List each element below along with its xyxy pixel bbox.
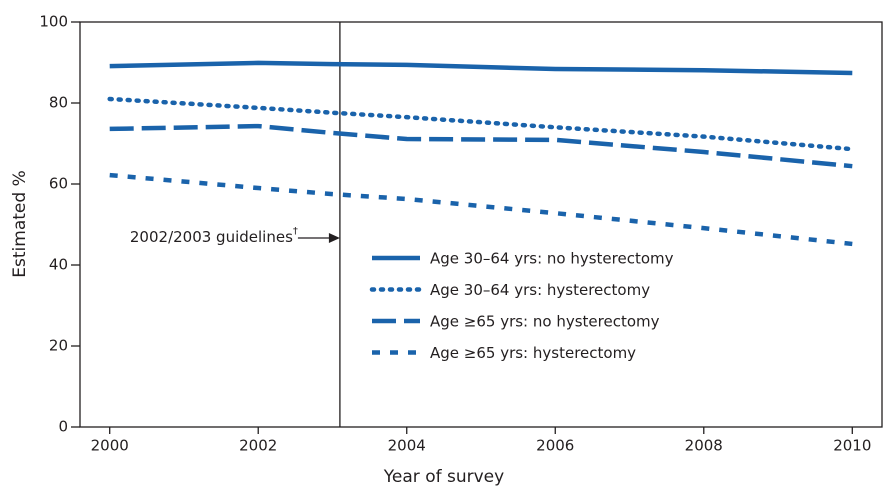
legend-label: Age ≥65 yrs: hysterectomy xyxy=(430,344,636,362)
series-line xyxy=(109,123,853,169)
series-line xyxy=(109,60,853,76)
legend-label: Age 30–64 yrs: hysterectomy xyxy=(430,281,650,299)
y-axis-title: Estimated % xyxy=(10,170,30,277)
x-tick-label: 2006 xyxy=(536,437,574,455)
x-tick-label: 2002 xyxy=(239,437,277,455)
x-axis-title: Year of survey xyxy=(383,467,504,487)
legend-label: Age 30–64 yrs: no hysterectomy xyxy=(430,250,674,268)
annotation-mark: † xyxy=(293,226,298,237)
x-tick-label: 2008 xyxy=(685,437,723,455)
plot-frame xyxy=(79,21,883,428)
series-line xyxy=(109,172,853,247)
legend-label: Age ≥65 yrs: no hysterectomy xyxy=(430,313,660,331)
y-tick-label: 80 xyxy=(49,94,68,112)
x-tick-label: 2000 xyxy=(91,437,129,455)
y-tick-label: 60 xyxy=(49,175,68,193)
annotation-arrowhead xyxy=(328,233,340,243)
annotation-text: 2002/2003 guidelines xyxy=(130,228,293,246)
x-tick-label: 2004 xyxy=(388,437,426,455)
annotation: 2002/2003 guidelines† xyxy=(130,226,298,246)
y-tick-label: 0 xyxy=(58,418,68,436)
x-tick-label: 2010 xyxy=(833,437,871,455)
y-tick-label: 100 xyxy=(39,13,68,31)
series-line xyxy=(107,96,855,152)
y-tick-label: 20 xyxy=(49,337,68,355)
y-tick-label: 40 xyxy=(49,256,68,274)
